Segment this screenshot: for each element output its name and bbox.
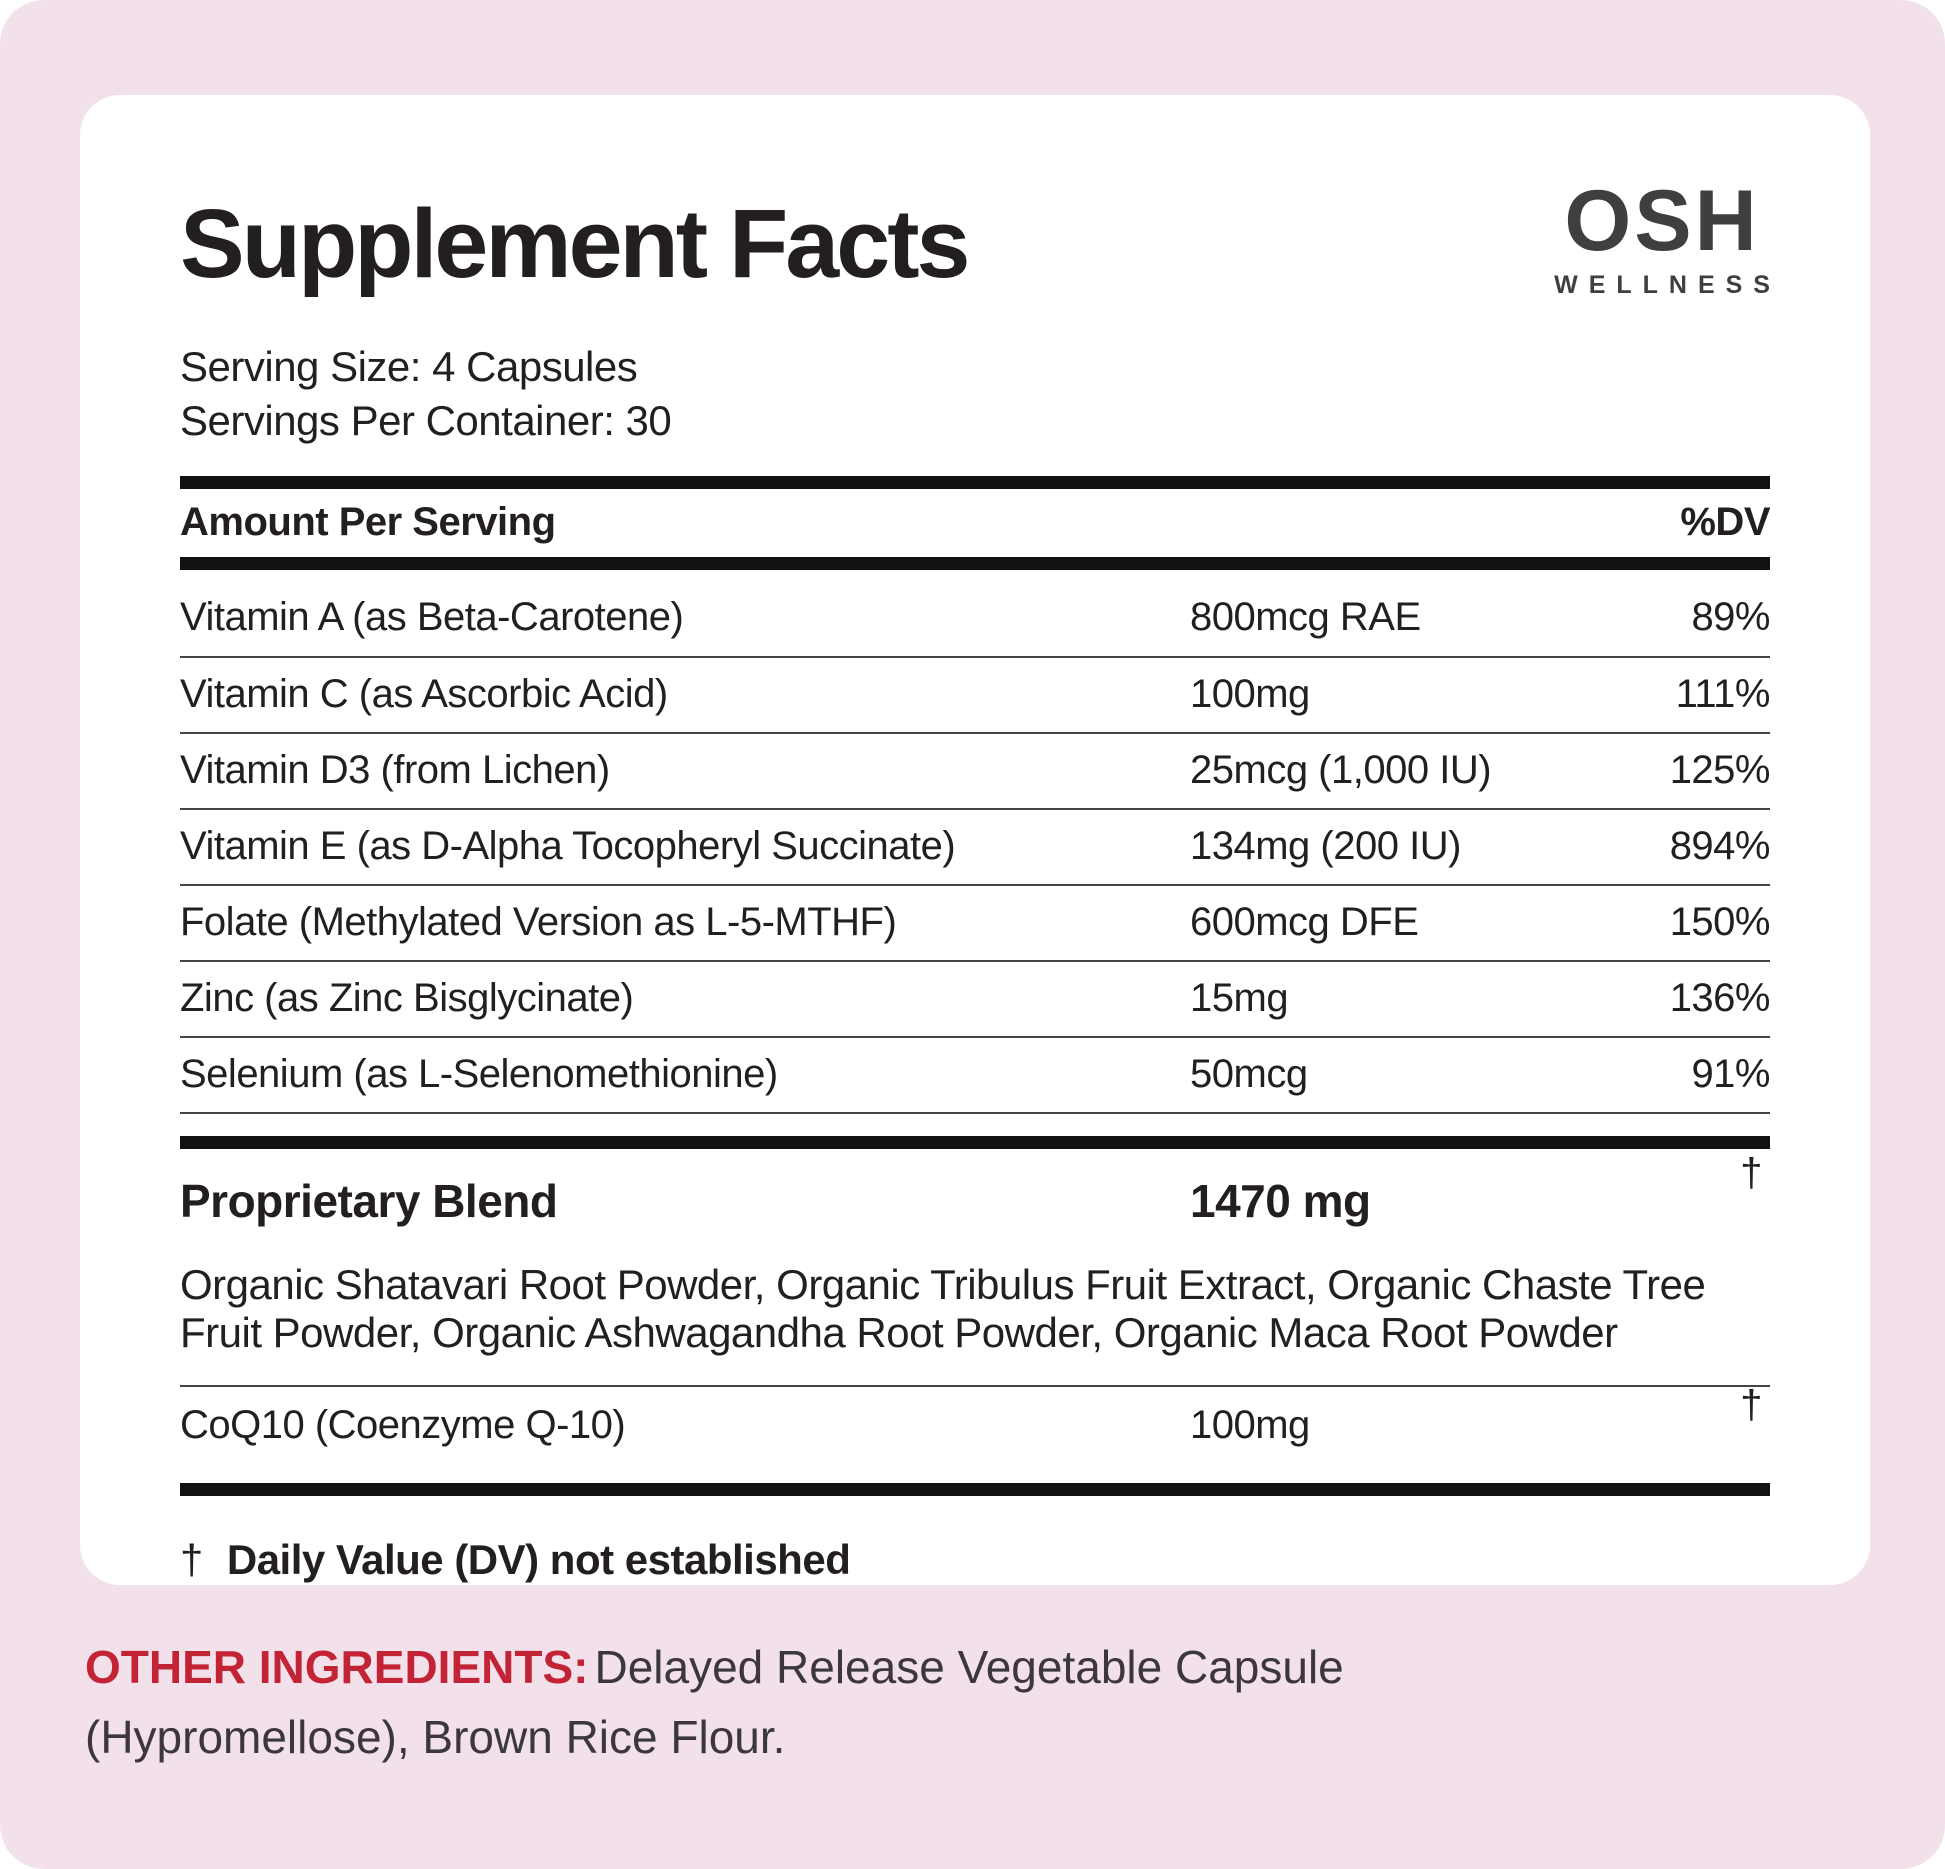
nutrient-name: Vitamin D3 (from Lichen) [180,748,610,793]
brand-logo: OSH WELLNESS [1554,173,1770,300]
blend-amount: 1470 mg [1190,1174,1371,1227]
nutrient-dv: 894% [1669,824,1771,869]
nutrient-name: Folate (Methylated Version as L-5-MTHF) [180,900,897,945]
dagger-symbol: † [1740,1150,1762,1195]
nutrient-amount: 25mcg (1,000 IU) [1190,748,1492,793]
footnote-text: Daily Value (DV) not established [226,1535,851,1583]
panel-header: Supplement Facts OSH WELLNESS [180,178,1770,300]
other-ingredients-label: OTHER INGREDIENTS: [85,1641,589,1693]
nutrient-amount: 100mg [1190,672,1310,717]
table-row: Vitamin D3 (from Lichen) 25mcg (1,000 IU… [180,734,1771,810]
nutrient-dv: 150% [1669,900,1771,945]
brand-name: OSH [1564,173,1760,269]
table-row: Selenium (as L-Selenomethionine) 50mcg 9… [180,1038,1770,1114]
other-ingredients-text: Delayed Release Vegetable Capsule (Hypro… [85,1641,1344,1763]
table-row: Vitamin A (as Beta-Carotene) 800mcg RAE … [180,570,1770,658]
nutrient-amount: 134mg (200 IU) [1190,824,1461,869]
servings-per-container: Servings Per Container: 30 [180,396,672,444]
nutrient-dv: 136% [1669,976,1771,1021]
nutrient-name: Selenium (as L-Selenomethionine) [180,1052,778,1097]
percent-dv-label: %DV [1680,500,1770,545]
nutrient-name: Vitamin A (as Beta-Carotene) [180,595,684,640]
serving-size: Serving Size: 4 Capsules [180,342,638,390]
serving-info: Serving Size: 4 Capsules Servings Per Co… [180,340,1770,448]
nutrient-name: Vitamin C (as Ascorbic Acid) [180,672,668,717]
nutrient-amount: 15mg [1190,976,1289,1021]
blend-ingredients: Organic Shatavari Root Powder, Organic T… [180,1260,1706,1356]
proprietary-blend-row: Proprietary Blend 1470 mg † [180,1151,1770,1237]
nutrient-amount: 50mcg [1190,1052,1308,1097]
table-header: Amount Per Serving %DV [180,489,1770,557]
divider-bar-top [180,475,1770,489]
nutrient-dv: 91% [1691,1052,1770,1097]
other-ingredients: OTHER INGREDIENTS: Delayed Release Vegeta… [85,1632,1585,1772]
thin-rule [180,1384,1770,1387]
table-row: Vitamin E (as D-Alpha Tocopheryl Succina… [180,810,1771,886]
amount-per-serving-label: Amount Per Serving [180,500,556,545]
supplement-facts-panel: Supplement Facts OSH WELLNESS Serving Si… [80,95,1870,1585]
dagger-symbol: † [180,1535,203,1583]
blend-name: Proprietary Blend [180,1174,558,1227]
nutrient-amount: 100mg [1190,1403,1310,1448]
nutrient-amount: 600mcg DFE [1190,900,1419,945]
nutrient-amount: 800mcg RAE [1190,595,1421,640]
nutrient-dv: 125% [1669,748,1771,793]
divider-bar-header [180,556,1770,570]
page-title: Supplement Facts [180,189,970,298]
brand-tagline: WELLNESS [1554,270,1781,299]
dv-footnote: † Daily Value (DV) not established [180,1536,1770,1584]
divider-bar-bottom [180,1482,1770,1496]
divider-bar-blend [180,1135,1770,1149]
nutrient-dv: 89% [1691,595,1770,640]
dagger-symbol: † [1740,1382,1762,1427]
nutrient-name: Zinc (as Zinc Bisglycinate) [180,976,634,1021]
nutrient-dv: 111% [1675,672,1771,717]
table-row: Zinc (as Zinc Bisglycinate) 15mg 136% [180,962,1771,1038]
nutrient-name: Vitamin E (as D-Alpha Tocopheryl Succina… [180,824,956,869]
nutrient-name: CoQ10 (Coenzyme Q-10) [180,1403,626,1448]
coq10-row: CoQ10 (Coenzyme Q-10) 100mg † [180,1383,1770,1465]
table-row: Vitamin C (as Ascorbic Acid) 100mg 111% [180,658,1771,734]
table-row: Folate (Methylated Version as L-5-MTHF) … [180,886,1771,962]
